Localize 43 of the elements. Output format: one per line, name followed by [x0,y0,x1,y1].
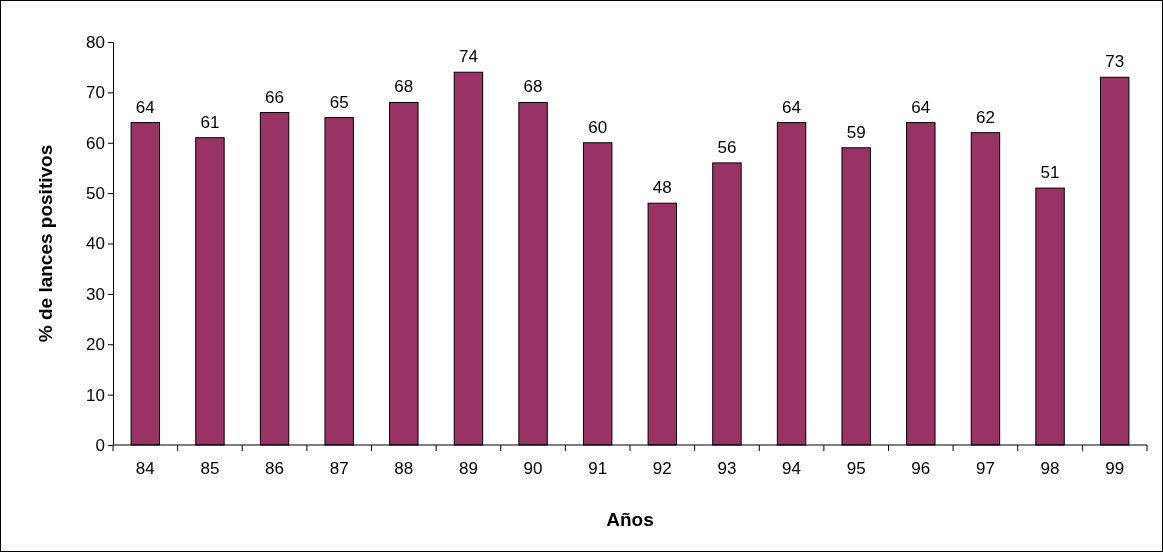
data-label: 64 [782,97,802,117]
x-axis-title: Años [606,509,654,530]
data-label: 64 [911,97,931,117]
y-tick-label: 10 [86,385,105,405]
x-tick-label: 84 [135,459,155,478]
data-label: 56 [717,137,737,157]
x-tick-label: 99 [1105,459,1125,478]
data-label: 61 [200,112,220,132]
y-tick-label: 40 [86,234,105,254]
y-tick-label: 0 [95,435,105,455]
data-label: 59 [846,122,866,142]
y-tick-label: 70 [86,83,105,103]
y-tick-label: 50 [86,184,105,204]
data-label: 51 [1040,163,1060,183]
x-tick-label: 98 [1040,459,1060,478]
data-label: 65 [329,92,349,112]
x-tick-label: 87 [329,459,349,478]
x-tick-label: 85 [200,459,220,478]
x-tick-label: 97 [975,459,995,478]
x-tick-label: 86 [265,459,285,478]
y-tick-label: 60 [86,133,105,153]
data-label: 62 [975,107,995,127]
data-label: 74 [458,47,478,67]
x-tick-label: 90 [523,459,543,478]
data-label: 60 [588,117,608,137]
y-tick-label: 30 [86,284,105,304]
y-tick-label: 80 [86,32,105,52]
y-tick-label: 20 [86,335,105,355]
data-label: 73 [1105,52,1125,72]
data-label: 66 [265,87,285,107]
x-tick-label: 88 [394,459,414,478]
x-tick-label: 96 [911,459,931,478]
x-tick-label: 89 [458,459,478,478]
x-tick-label: 92 [652,459,672,478]
x-tick-label: 94 [782,459,802,478]
x-tick-label: 93 [717,459,737,478]
data-label: 64 [135,97,155,117]
data-label: 68 [523,77,543,97]
y-axis-title: % de lances positivos [35,144,56,343]
data-label: 48 [652,178,672,198]
x-tick-label: 91 [588,459,608,478]
data-label: 68 [394,77,414,97]
x-tick-label: 95 [846,459,866,478]
